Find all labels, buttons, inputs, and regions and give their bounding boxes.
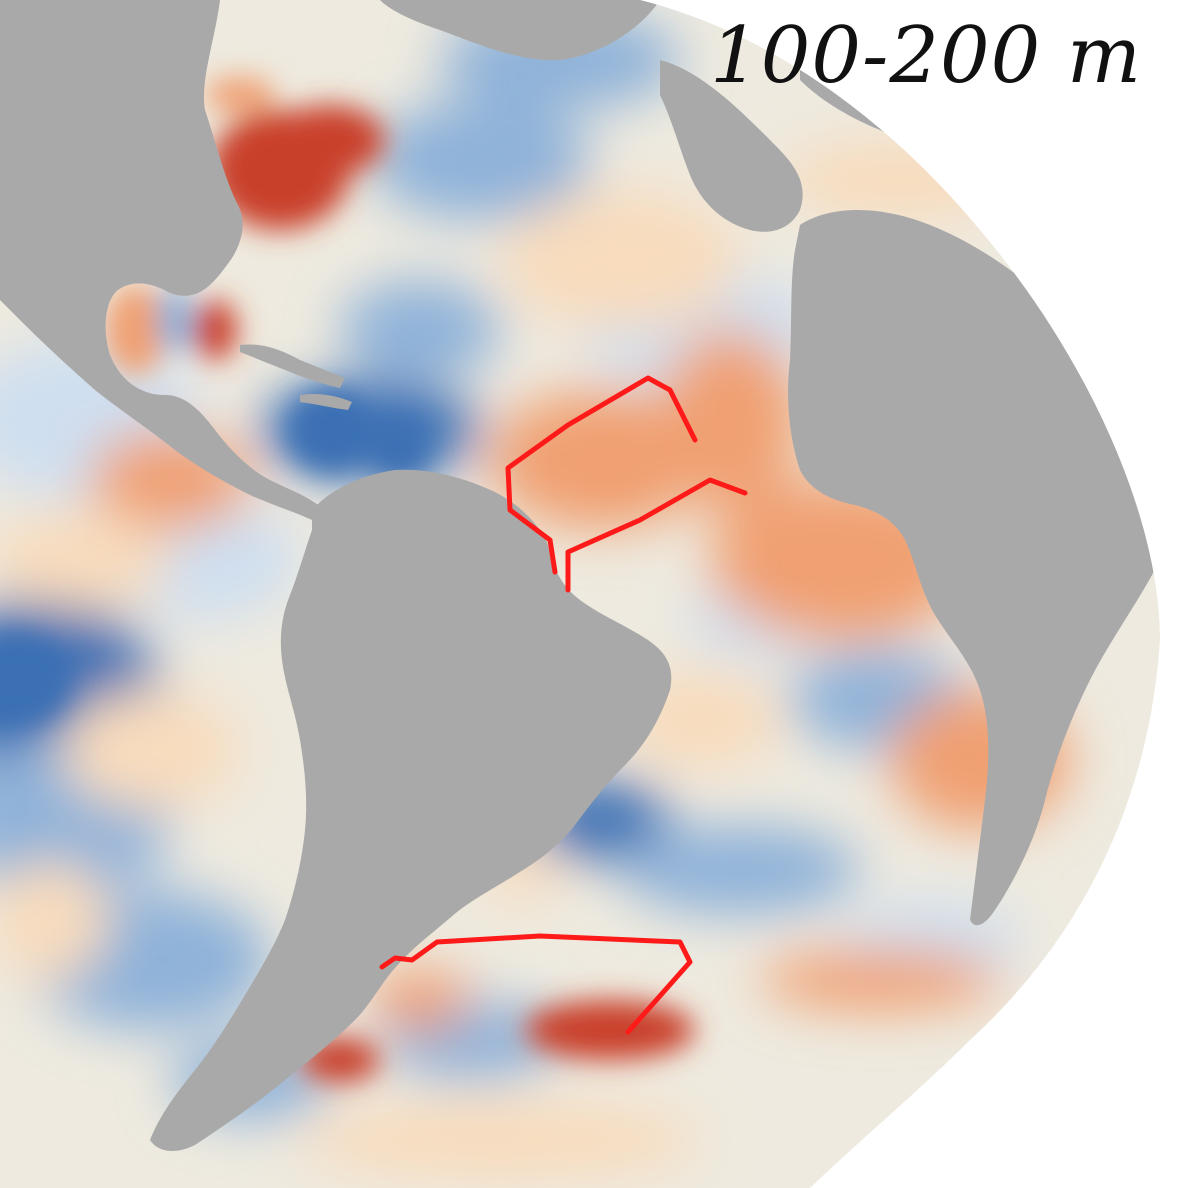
warm-anomaly-patch bbox=[660, 330, 800, 510]
land-masses bbox=[0, 0, 1160, 1152]
section-track-northeast bbox=[565, 477, 748, 593]
cool-anomaly-patch bbox=[620, 825, 860, 915]
warm-anomaly-patch bbox=[760, 950, 1000, 1010]
warm-anomaly-patch bbox=[60, 690, 240, 810]
warm-core-patch bbox=[193, 300, 237, 360]
greenland-landmass bbox=[380, 0, 660, 61]
warm-core-patch bbox=[105, 285, 165, 375]
warm-anomaly-patch bbox=[0, 860, 110, 980]
section-tracks bbox=[379, 375, 748, 1035]
south-america-landmass bbox=[150, 469, 672, 1152]
caribbean-islands-landmass bbox=[240, 344, 352, 410]
warm-anomaly-patch bbox=[0, 510, 170, 610]
cool-core-patch bbox=[290, 390, 370, 470]
depth-range-label: 100-200 m bbox=[710, 11, 1142, 101]
section-track-north-loop bbox=[505, 375, 698, 575]
warm-anomaly-patch bbox=[500, 190, 740, 330]
warm-anomaly-patch bbox=[300, 1100, 700, 1180]
warm-anomaly-patch bbox=[370, 970, 470, 1030]
north-america-landmass bbox=[0, 0, 318, 520]
cool-anomaly-patch bbox=[370, 100, 590, 220]
warm-core-patch bbox=[580, 440, 640, 490]
cool-core-patch bbox=[0, 635, 70, 725]
cool-core-patch bbox=[157, 285, 193, 355]
cool-core-patch bbox=[370, 420, 430, 480]
africa-landmass bbox=[788, 210, 1160, 926]
anomaly-cores bbox=[0, 77, 695, 1082]
warm-core-patch bbox=[525, 1000, 695, 1060]
warm-core-patch bbox=[275, 105, 385, 175]
cool-anomaly-patch bbox=[340, 280, 500, 380]
warm-core-patch bbox=[205, 77, 275, 113]
section-track-south bbox=[379, 933, 693, 1035]
